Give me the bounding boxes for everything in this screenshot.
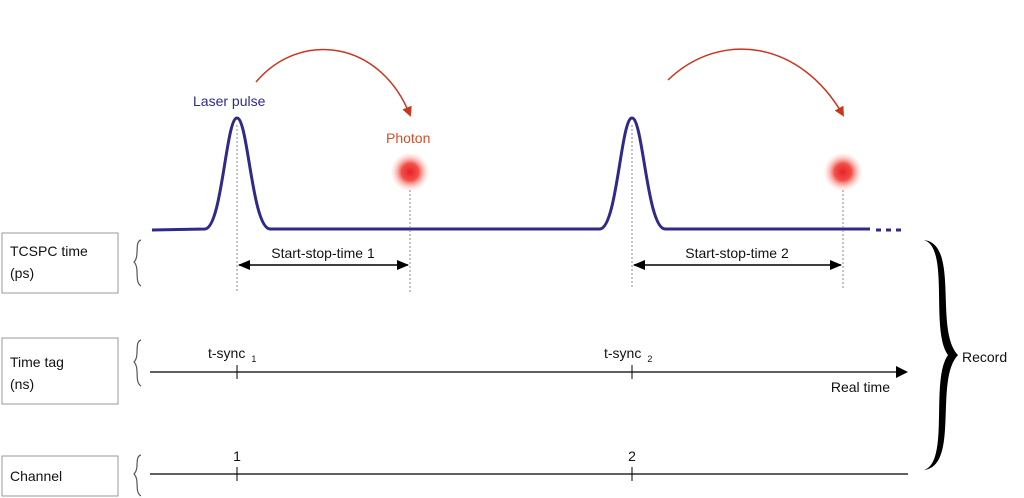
photon-arrow xyxy=(255,48,412,117)
interval-label: Start-stop-time 2 xyxy=(685,245,789,261)
row-label: Channel xyxy=(10,468,62,484)
row-label: (ps) xyxy=(10,265,34,281)
row-label: (ns) xyxy=(10,376,34,392)
sync-label: t-sync 1 xyxy=(208,345,256,364)
photon-arrow xyxy=(667,48,844,117)
axis-arrowhead xyxy=(896,366,908,378)
photon xyxy=(824,153,862,191)
guide-lines xyxy=(236,125,844,292)
row-label: Time tag xyxy=(10,354,64,370)
interval-label: Start-stop-time 1 xyxy=(271,245,375,261)
photon xyxy=(391,153,429,191)
photon-label: Photon xyxy=(386,130,430,146)
sync-text: t-sync xyxy=(604,345,641,361)
record-label: Record xyxy=(962,349,1007,365)
axis-label: Real time xyxy=(831,379,890,395)
sync-text: t-sync xyxy=(208,345,245,361)
small-braces xyxy=(133,239,142,497)
sync-sub: 2 xyxy=(647,354,652,364)
row-box xyxy=(1,337,119,405)
sync-sub: 1 xyxy=(251,354,256,364)
row-label: TCSPC time xyxy=(10,243,88,259)
pulse-label: Laser pulse xyxy=(193,93,266,109)
row-box xyxy=(1,232,119,294)
sync-label: t-sync 2 xyxy=(604,345,652,364)
channel-label: 2 xyxy=(628,448,636,464)
pulse-trace xyxy=(151,116,870,232)
row-box xyxy=(1,455,119,497)
record-brace xyxy=(924,240,958,470)
channel-label: 1 xyxy=(233,448,241,464)
